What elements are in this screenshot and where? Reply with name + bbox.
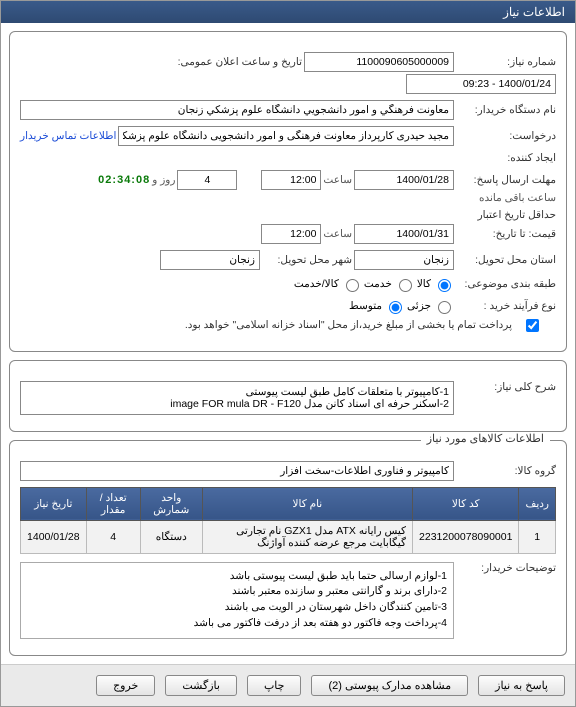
back-button[interactable]: بازگشت [165, 675, 237, 696]
buy-type-label: نوع فرآیند خرید : [456, 300, 556, 312]
buyer-notes-box: 1-لوازم ارسالی حتما باید طبق لیست پیوستی… [20, 562, 454, 639]
col-name: نام کالا [202, 487, 412, 520]
header-section: شماره نیاز: تاریخ و ساعت اعلان عمومی: نا… [9, 31, 567, 352]
city-label: شهر محل تحویل: [262, 254, 352, 266]
deadline-date-field[interactable] [354, 170, 454, 190]
table-row[interactable]: 1 2231200078090001 کیس رایانه ATX مدل GZ… [21, 520, 556, 553]
state-field[interactable] [354, 250, 454, 270]
radio-medium-input[interactable] [389, 301, 402, 314]
cell-qty: 4 [86, 520, 140, 553]
deadline-time-field[interactable] [261, 170, 321, 190]
group-label: گروه کالا: [456, 465, 556, 477]
treasury-checkbox[interactable] [526, 319, 539, 332]
need-info-window: اطلاعات نیاز شماره نیاز: تاریخ و ساعت اع… [0, 0, 576, 707]
attachments-button[interactable]: مشاهده مدارک پیوستی (2) [311, 675, 468, 696]
countdown: 02:34:08 [98, 174, 150, 186]
title-bar: اطلاعات نیاز [1, 1, 575, 23]
create-label: ایجاد کننده: [456, 152, 556, 164]
summary-section: شرح کلی نیاز: [9, 360, 567, 432]
group-field[interactable] [20, 461, 454, 481]
need-type-label: طبقه بندی موضوعی: [456, 278, 556, 290]
col-idx: ردیف [519, 487, 556, 520]
radio-goods-service-input[interactable] [346, 279, 359, 292]
buyer-notes-label: توضیحات خریدار: [456, 562, 556, 574]
cell-idx: 1 [519, 520, 556, 553]
summary-label: شرح کلی نیاز: [456, 381, 556, 393]
col-code: کد کالا [413, 487, 519, 520]
col-date: تاریخ نیاز [21, 487, 87, 520]
radio-goods-service[interactable]: کالا/خدمت [294, 276, 362, 292]
remaining-label: ساعت باقی مانده [479, 192, 556, 204]
city-field[interactable] [160, 250, 260, 270]
state-label: استان محل تحویل: [456, 254, 556, 266]
public-announce-field[interactable] [406, 74, 556, 94]
need-type-radios: کالا خدمت کالا/خدمت [294, 276, 454, 292]
table-header-row: ردیف کد کالا نام کالا واحد شمارش تعداد /… [21, 487, 556, 520]
radio-service-input[interactable] [399, 279, 412, 292]
window-title: اطلاعات نیاز [503, 5, 565, 19]
time-label-2: ساعت [323, 228, 352, 240]
requester-field[interactable] [118, 126, 454, 146]
valid-date-field[interactable] [354, 224, 454, 244]
public-announce-label: تاریخ و ساعت اعلان عمومی: [152, 56, 302, 68]
requester-label: درخواست: [456, 130, 556, 142]
days-count [177, 170, 237, 190]
buyer-contact-link[interactable]: اطلاعات تماس خریدار [20, 130, 116, 142]
summary-textarea[interactable] [20, 381, 454, 415]
col-qty: تعداد / مقدار [86, 487, 140, 520]
button-bar: پاسخ به نیاز مشاهده مدارک پیوستی (2) چاپ… [1, 664, 575, 706]
cell-code: 2231200078090001 [413, 520, 519, 553]
valid-time-field[interactable] [261, 224, 321, 244]
buy-type-radios: جزئی متوسط [349, 298, 454, 314]
print-button[interactable]: چاپ [247, 675, 302, 696]
days-label: روز و [152, 174, 175, 186]
answer-button[interactable]: پاسخ به نیاز [478, 675, 565, 696]
radio-medium[interactable]: متوسط [349, 298, 405, 314]
min-valid-label: حداقل تاریخ اعتبار [456, 210, 556, 222]
goods-section-title: اطلاعات کالاهای مورد نیاز [421, 432, 550, 445]
need-number-field[interactable] [304, 52, 454, 72]
goods-table: ردیف کد کالا نام کالا واحد شمارش تعداد /… [20, 487, 556, 554]
cell-unit: دستگاه [140, 520, 202, 553]
radio-goods-input[interactable] [438, 279, 451, 292]
deadline-label: مهلت ارسال پاسخ: [456, 174, 556, 186]
exit-button[interactable]: خروج [96, 675, 155, 696]
org-label: نام دستگاه خریدار: [456, 104, 556, 116]
org-field[interactable] [20, 100, 454, 120]
radio-small[interactable]: جزئی [407, 298, 454, 314]
price-until-label: قیمت: تا تاریخ: [456, 228, 556, 240]
col-unit: واحد شمارش [140, 487, 202, 520]
cell-date: 1400/01/28 [21, 520, 87, 553]
radio-goods[interactable]: کالا [417, 276, 454, 292]
treasury-note: پرداخت تمام یا بخشی از مبلغ خرید،از محل … [185, 319, 512, 331]
cell-name: کیس رایانه ATX مدل GZX1 نام تجارتی گیگاب… [202, 520, 412, 553]
need-number-label: شماره نیاز: [456, 56, 556, 68]
radio-small-input[interactable] [438, 301, 451, 314]
radio-service[interactable]: خدمت [364, 276, 415, 292]
time-label-1: ساعت [323, 174, 352, 186]
goods-section: اطلاعات کالاهای مورد نیاز گروه کالا: ردی… [9, 440, 567, 656]
